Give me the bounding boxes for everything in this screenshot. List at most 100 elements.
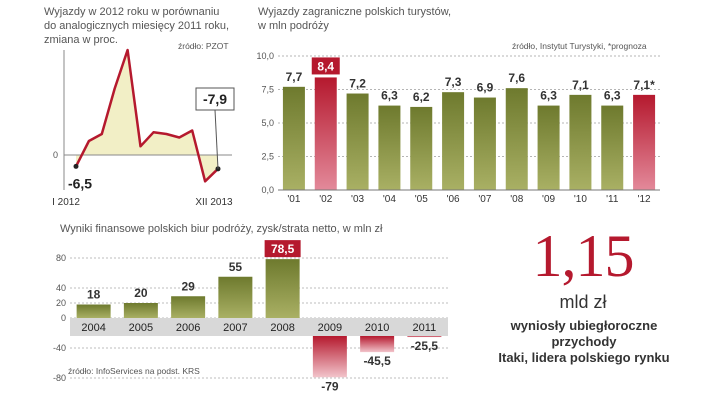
chart3-value-label: -25,5 <box>411 339 439 353</box>
chart2-value-label: 7,1* <box>633 78 655 92</box>
chart1-source: źródło: PZOT <box>178 41 229 51</box>
chart2-value-label: 6,9 <box>477 81 494 95</box>
chart2-value-label: 7,1 <box>572 78 589 92</box>
chart2-x-tick-label: '02 <box>319 194 332 205</box>
chart2-bar <box>442 92 465 190</box>
chart2-value-label-badge <box>311 57 340 75</box>
chart3-x-tick-label: 2005 <box>129 322 153 334</box>
chart2-x-tick-label: '06 <box>447 194 460 205</box>
chart2-x-tick-label: '07 <box>478 194 491 205</box>
chart1-area <box>76 50 218 182</box>
chart3-value-label: 78,5 <box>271 242 295 256</box>
chart3-bar <box>171 296 206 318</box>
callout-unit: mld zł <box>559 292 607 312</box>
chart2-bar <box>537 105 560 190</box>
chart2-title: Wyjazdy zagraniczne polskich turystów, w… <box>258 5 451 33</box>
chart2-bar <box>378 105 401 190</box>
chart3-bar <box>76 304 111 318</box>
chart2-bar <box>569 94 592 190</box>
chart2-x-tick-label: '03 <box>351 194 364 205</box>
chart2-value-label: 6,3 <box>540 89 557 103</box>
chart3-bar <box>360 336 395 353</box>
chart2-y-tick-label: 0,0 <box>261 185 274 195</box>
chart2-x-tick-label: '10 <box>574 194 587 205</box>
chart2-x-tick-label: '04 <box>383 194 396 205</box>
callout-line: wyniosły ubiegłoroczne <box>510 318 658 333</box>
chart3-x-tick-label: 2010 <box>365 322 389 334</box>
chart1-first-value-label: -6,5 <box>68 175 92 191</box>
chart3-x-tick-label: 2011 <box>413 322 437 334</box>
chart2-title-line: w mln podróży <box>258 20 329 32</box>
chart3-value-label: 18 <box>87 288 101 302</box>
chart2-value-label: 7,6 <box>508 71 525 85</box>
chart3-bar <box>265 259 300 318</box>
chart1-x-label-end: XII 2013 <box>195 197 233 208</box>
chart2-value-label: 6,3 <box>381 89 398 103</box>
chart2-x-tick-label: '01 <box>287 194 300 205</box>
chart3-value-label: 29 <box>181 279 195 293</box>
chart3-y-tick-label: -40 <box>53 343 66 353</box>
chart1-title-line: zmiana w proc. <box>44 34 118 46</box>
chart2-x-tick-label: '09 <box>542 194 555 205</box>
chart3-y-tick-label: -80 <box>53 373 66 383</box>
chart3-x-tick-label: 2007 <box>223 322 247 334</box>
chart2-x-tick-label: '12 <box>638 194 651 205</box>
chart3-x-tick-label: 2008 <box>270 322 294 334</box>
chart2-bar <box>473 97 496 190</box>
chart3-source: źródło: InfoServices na podst. KRS <box>68 366 200 376</box>
chart3-bar <box>312 336 347 378</box>
chart3-category-band <box>70 318 448 336</box>
chart2-value-label: 6,3 <box>604 89 621 103</box>
chart2-bar <box>505 88 528 190</box>
chart1-title-line: do analogicznych miesięcy 2011 roku, <box>44 20 230 32</box>
chart1-title-line: Wyjazdy w 2012 roku w porównaniu <box>44 6 220 18</box>
chart1-last-value-label: -7,9 <box>203 91 227 107</box>
chart2-x-tick-label: '05 <box>415 194 428 205</box>
chart3-y-tick-label: 20 <box>56 298 66 308</box>
chart3-x-tick-label: 2006 <box>176 322 200 334</box>
chart2-bar <box>410 106 433 190</box>
chart3-value-label-badge <box>264 240 301 258</box>
chart3-bar <box>123 303 158 318</box>
callout-line: przychody <box>551 334 617 349</box>
chart3-value-label: -79 <box>321 379 339 393</box>
chart2-x-tick-label: '11 <box>606 194 619 205</box>
chart2-value-label: 7,7 <box>286 70 303 84</box>
chart3-value-label: -45,5 <box>363 354 391 368</box>
chart2-value-label: 8,4 <box>317 59 334 73</box>
chart2-source: źródło, Instytut Turystyki, *prognoza <box>512 41 647 51</box>
chart2-bar <box>282 86 305 190</box>
chart3-title: Wyniki finansowe polskich biur podróży, … <box>60 223 383 235</box>
chart3-x-tick-label: 2004 <box>81 322 105 334</box>
chart1-x-label-start: I 2012 <box>52 197 80 208</box>
chart1-title: Wyjazdy w 2012 roku w porównaniu do anal… <box>44 5 229 47</box>
chart2-bar <box>314 77 337 190</box>
chart2-y-tick-label: 2,5 <box>261 152 274 162</box>
chart2-value-label: 6,2 <box>413 90 430 104</box>
chart3-bar <box>407 336 442 338</box>
chart3-value-label: 20 <box>134 286 148 300</box>
callout-line: Itaki, lidera polskiego rynku <box>498 350 670 365</box>
chart3-y-tick-label: 80 <box>56 253 66 263</box>
chart3-bar <box>218 276 253 318</box>
chart2-value-label: 7,2 <box>349 77 366 91</box>
chart2-bar <box>346 93 369 190</box>
chart1-callout-pointer <box>214 109 219 169</box>
chart2-title-line: Wyjazdy zagraniczne polskich turystów, <box>258 6 452 18</box>
chart1-series-line <box>74 48 219 183</box>
chart1-y-tick-label: 0 <box>53 150 58 160</box>
callout-value: 1,15 <box>532 223 635 289</box>
callout-description: wyniosły ubiegłoroczne przychody Itaki, … <box>464 318 704 366</box>
chart3-y-tick-label: 0 <box>61 313 66 323</box>
chart2-x-tick-label: '08 <box>510 194 523 205</box>
chart3-x-tick-label: 2009 <box>318 322 342 334</box>
chart3-y-tick-label: 40 <box>56 283 66 293</box>
chart2-y-tick-label: 10,0 <box>256 51 274 61</box>
chart3-value-label: 55 <box>229 260 243 274</box>
chart2-bar <box>633 94 656 190</box>
chart1-first-point <box>73 163 79 169</box>
chart2-y-tick-label: 5,0 <box>261 118 274 128</box>
chart2-bar <box>601 105 624 190</box>
